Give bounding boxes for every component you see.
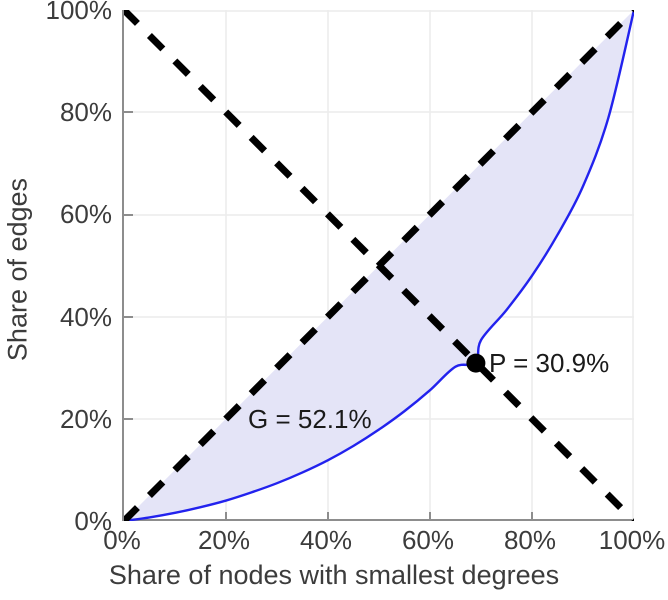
x-tick-label-80: 80% [470, 527, 590, 553]
gini-annotation-label: G = 52.1% [248, 404, 372, 434]
y-tick-text-60: 60% [59, 199, 112, 229]
y-tick-label-0: 0% [0, 508, 112, 534]
y-tick-label-60: 60% [0, 201, 112, 227]
y-tick-label-40: 40% [0, 304, 112, 330]
x-tick-label-100: 100% [572, 527, 668, 553]
x-axis-tick-marks [225, 512, 533, 521]
x-tick-label-60: 60% [368, 527, 488, 553]
x-axis-title: Share of nodes with smallest degrees [108, 560, 560, 590]
plot-area [122, 10, 634, 521]
lorenz-curve [124, 10, 634, 521]
x-tick-label-0: 0% [62, 527, 182, 553]
x-tick-text-40: 40% [299, 525, 353, 555]
y-tick-text-80: 80% [59, 97, 112, 127]
y-tick-text-40: 40% [59, 302, 112, 332]
y-tick-text-20: 20% [59, 404, 112, 434]
x-tick-label-20: 20% [164, 527, 284, 553]
y-tick-label-80: 80% [0, 99, 112, 125]
anti-diagonal-line [124, 10, 634, 521]
x-tick-text-80: 80% [503, 525, 557, 555]
x-tick-text-20: 20% [197, 525, 251, 555]
y-tick-text-100: 100% [45, 0, 113, 25]
x-tick-text-60: 60% [401, 525, 455, 555]
x-tick-label-40: 40% [266, 527, 386, 553]
point-annotation-label: P = 30.9% [489, 348, 610, 378]
x-tick-text-0: 0% [103, 525, 141, 555]
y-tick-label-20: 20% [0, 406, 112, 432]
y-axis-title: Share of edges [2, 177, 33, 362]
point-p-marker [466, 353, 486, 373]
y-axis-tick-marks [124, 111, 133, 420]
y-tick-label-100: 100% [0, 0, 113, 25]
y-tick-text-0: 0% [74, 506, 112, 536]
plot-svg [124, 10, 634, 521]
x-tick-text-100: 100% [598, 525, 666, 555]
